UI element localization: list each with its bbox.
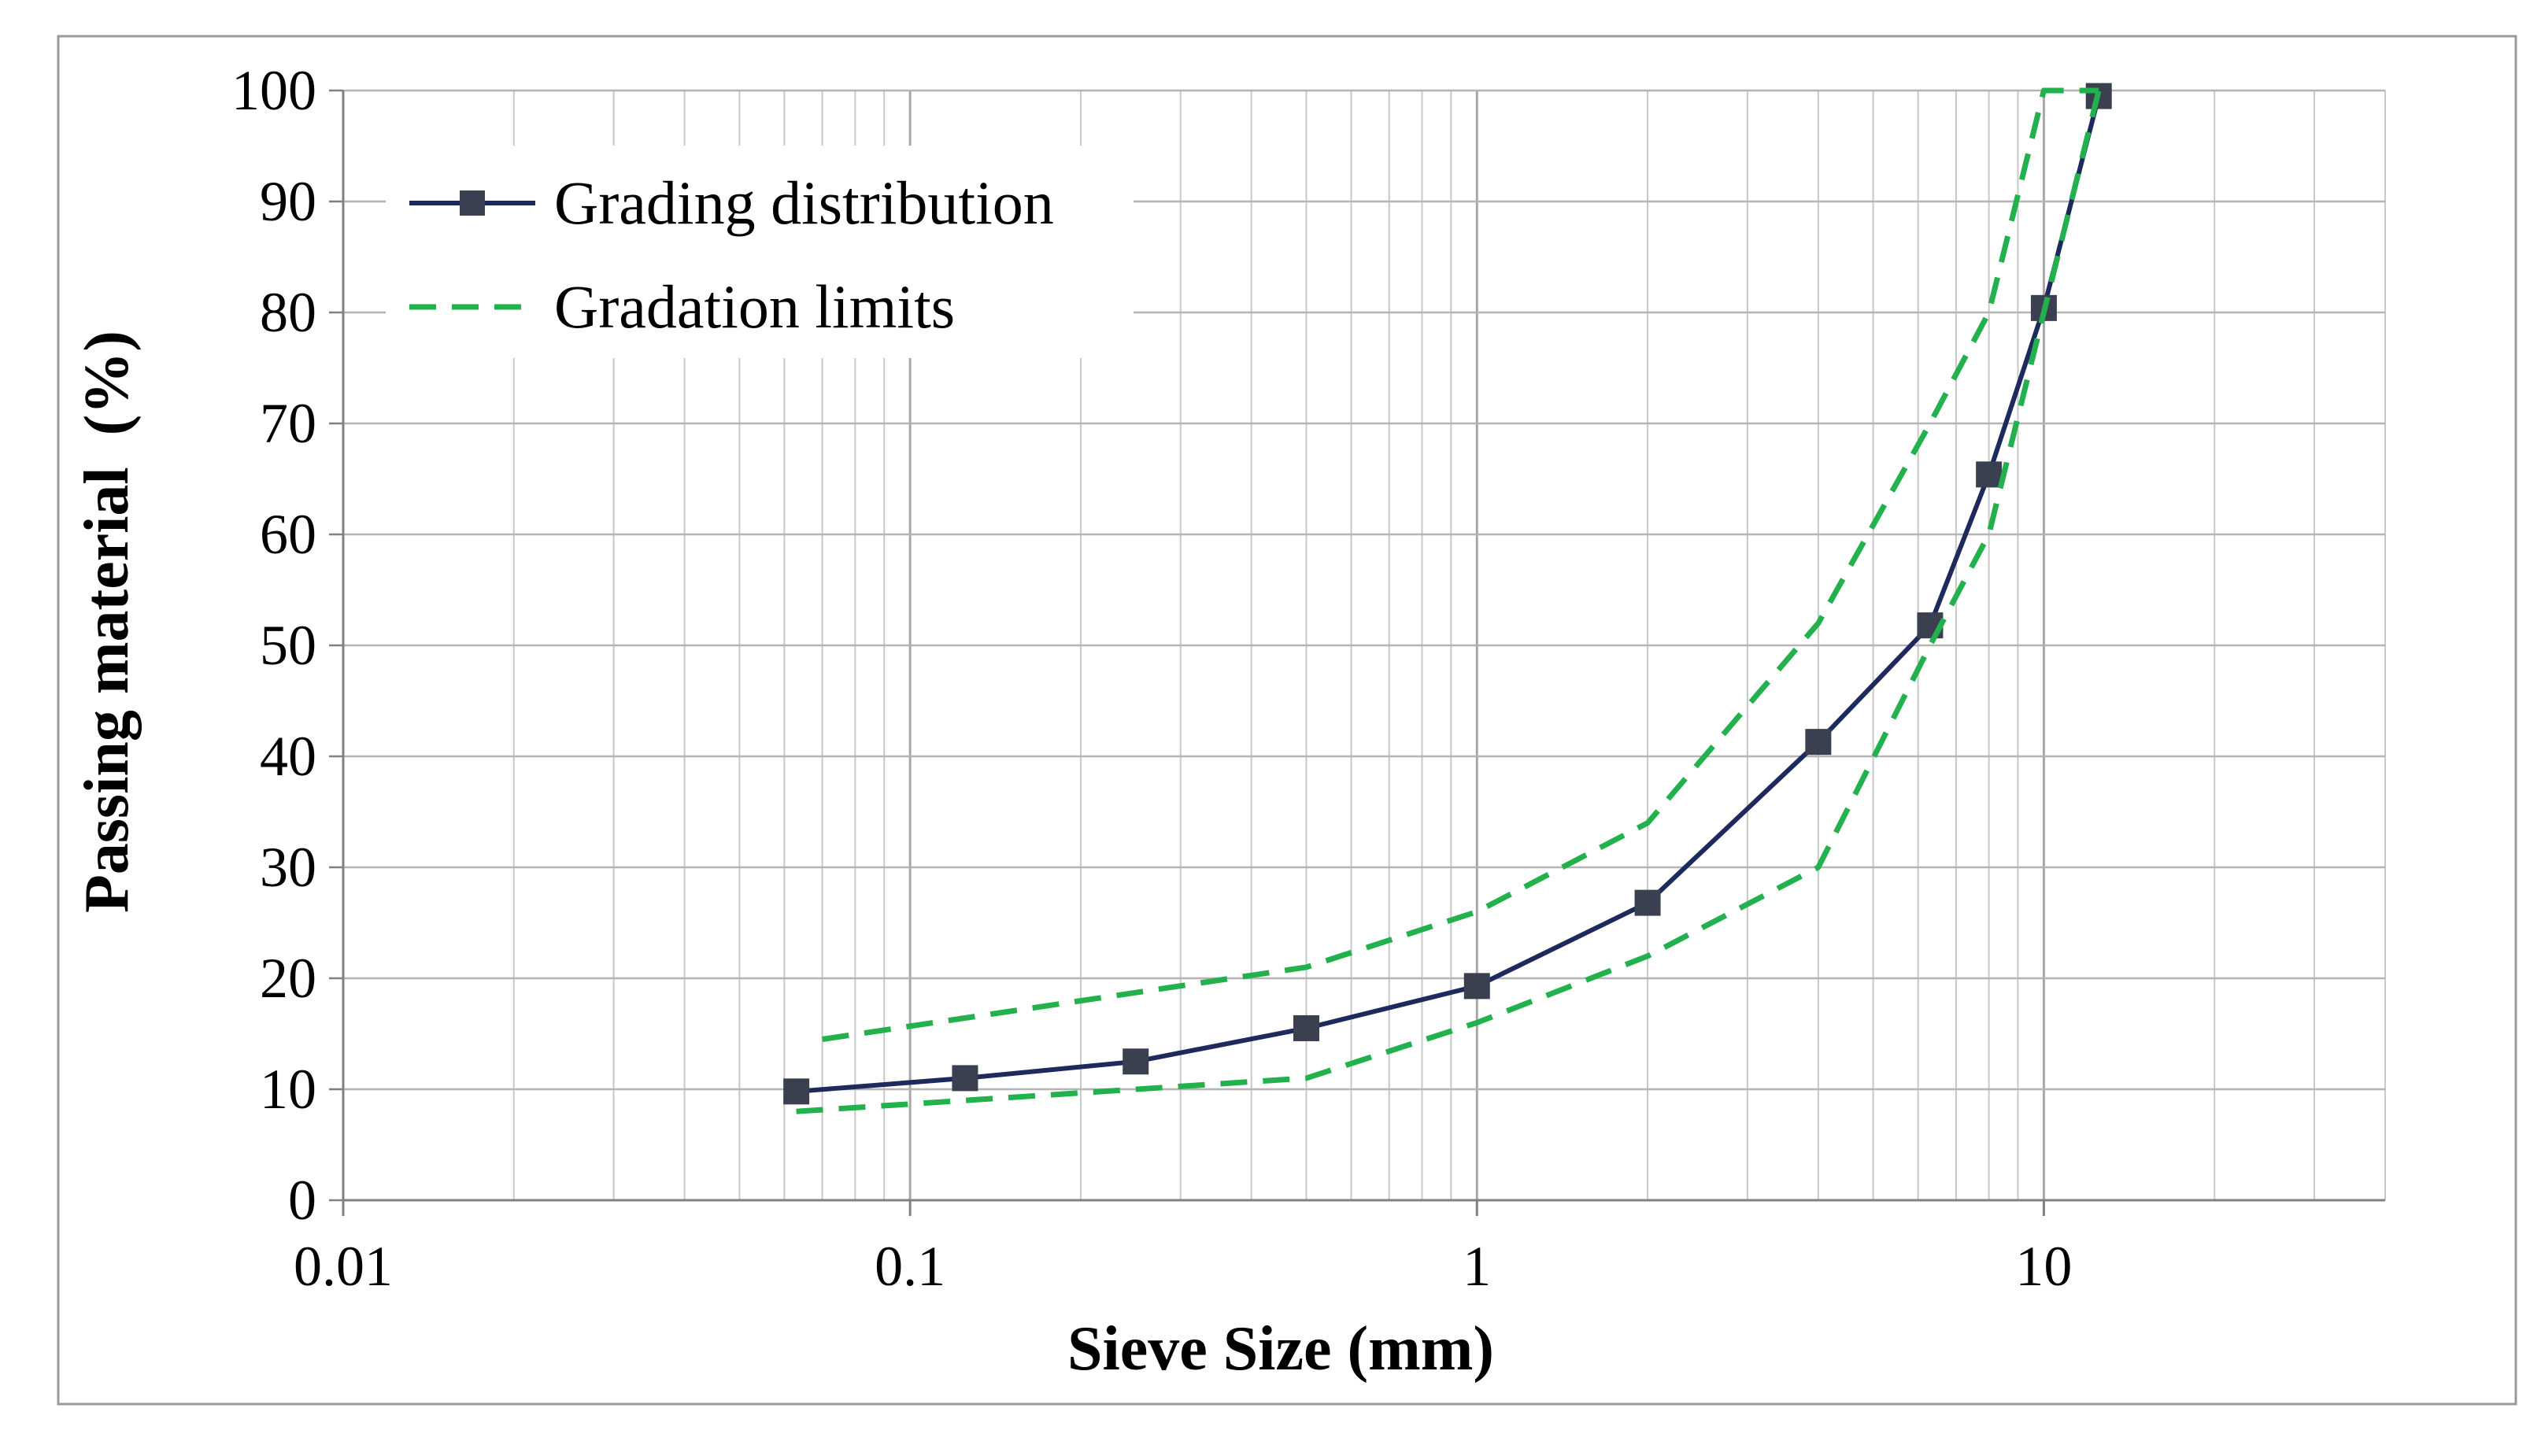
y-tick-label: 60 (260, 503, 316, 566)
y-tick-label: 70 (260, 392, 316, 455)
data-point-marker (952, 1065, 978, 1092)
data-point-marker (1293, 1014, 1320, 1041)
series-layer (783, 83, 2112, 1114)
legend: Grading distribution Gradation limits (386, 146, 1134, 358)
legend-entry-label: Gradation limits (554, 272, 955, 341)
y-tick-label: 30 (260, 836, 316, 899)
y-tick-label: 90 (260, 170, 316, 233)
data-point-marker (1123, 1048, 1149, 1075)
y-tick-label: 10 (260, 1058, 316, 1121)
gradation-limits-lower-line (796, 90, 2102, 1114)
data-point-marker (783, 1078, 810, 1105)
data-point-marker (1463, 973, 1490, 1000)
legend-entry-label: Grading distribution (554, 168, 1054, 237)
x-tick-label: 10 (2015, 1235, 2072, 1298)
x-tick-label: 0.1 (875, 1235, 945, 1298)
y-tick-label: 0 (288, 1169, 316, 1232)
legend-background (386, 146, 1134, 358)
axis-labels: Sieve Size (mm) Passing material (%) (72, 331, 1494, 1384)
x-axis-title: Sieve Size (mm) (1067, 1314, 1494, 1384)
y-tick-label: 100 (231, 59, 316, 122)
data-point-marker (1805, 729, 1832, 756)
data-point-marker (1976, 461, 2003, 488)
y-tick-label: 80 (260, 281, 316, 344)
data-point-marker (1634, 889, 1661, 916)
x-tick-label: 1 (1463, 1235, 1491, 1298)
y-tick-label: 20 (260, 947, 316, 1010)
y-axis-title: Passing material (%) (72, 331, 142, 913)
y-tick-label: 50 (260, 614, 316, 677)
y-tick-label: 40 (260, 725, 316, 788)
x-tick-label: 0.01 (294, 1235, 393, 1298)
gradation-limits-line (822, 87, 2099, 1042)
legend-swatch-marker (460, 190, 485, 216)
axes: 0 10 20 30 40 50 60 70 80 90 100 0.01 0.1 1 10 (231, 59, 2385, 1298)
